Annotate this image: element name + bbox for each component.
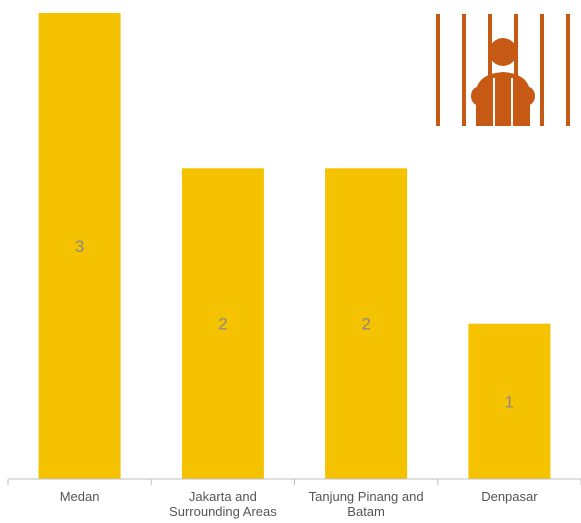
- category-label-line: Denpasar: [481, 489, 538, 504]
- bar-2: [325, 168, 408, 480]
- bars-group: 3 2 2 1: [38, 13, 551, 480]
- category-label-line: Tanjung Pinang and: [309, 489, 424, 504]
- bar-3: [468, 323, 551, 479]
- category-label-line: Batam: [347, 504, 385, 519]
- data-label-1: 2: [218, 315, 227, 334]
- data-label-3: 1: [505, 392, 514, 411]
- category-label-line: Surrounding Areas: [169, 504, 277, 519]
- category-label-2: Tanjung Pinang and Batam: [309, 489, 424, 519]
- prisoner-behind-bars-icon: [436, 14, 570, 126]
- category-label-line: Medan: [60, 489, 100, 504]
- category-labels: Medan Jakarta and Surrounding Areas Tanjung…: [60, 489, 539, 519]
- data-label-2: 2: [361, 315, 370, 334]
- x-axis-ticks: [7, 479, 581, 485]
- category-label-0: Medan: [60, 489, 100, 504]
- data-label-0: 3: [75, 237, 84, 256]
- bar-0: [38, 13, 121, 479]
- bar-1: [181, 168, 264, 480]
- category-label-line: Jakarta and: [189, 489, 257, 504]
- category-label-1: Jakarta and Surrounding Areas: [169, 489, 277, 519]
- category-label-3: Denpasar: [481, 489, 538, 504]
